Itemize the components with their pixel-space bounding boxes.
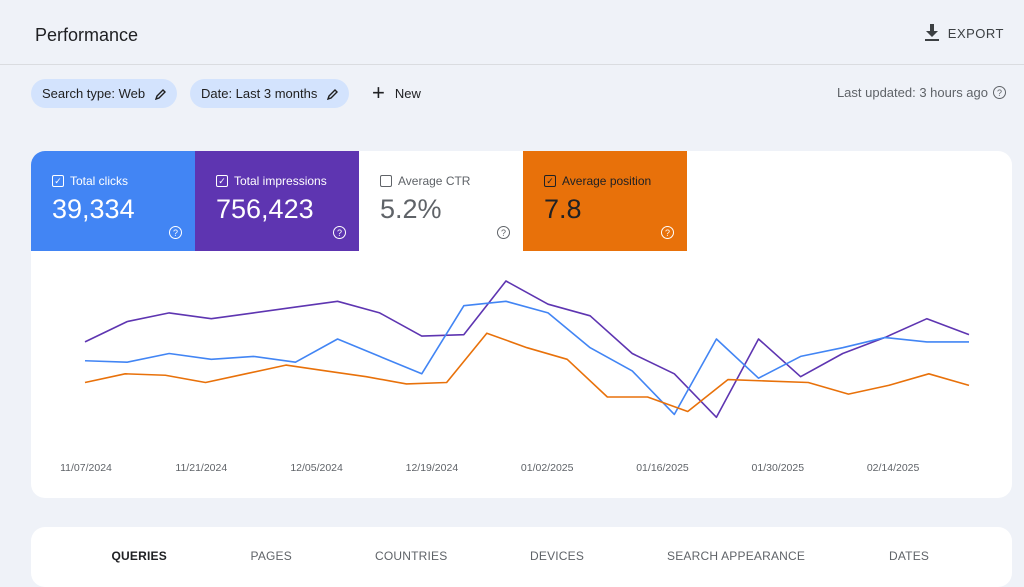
- tab-pages[interactable]: PAGES: [251, 549, 292, 563]
- edit-icon: [327, 88, 339, 100]
- checkbox-icon[interactable]: [380, 175, 392, 187]
- search-type-filter-chip[interactable]: Search type: Web: [31, 79, 177, 108]
- performance-line-chart: 11/07/2024 11/21/2024 12/05/2024 12/19/2024…: [31, 251, 1012, 498]
- metric-average-position[interactable]: ✓ Average position 7.8 ?: [523, 151, 687, 251]
- performance-card: ✓ Total clicks 39,334 ? ✓ Total impression…: [31, 151, 1012, 498]
- new-filter-button[interactable]: + New: [372, 84, 421, 102]
- search-type-filter-label: Search type: Web: [42, 86, 145, 101]
- edit-icon: [155, 88, 167, 100]
- download-icon: [924, 24, 940, 42]
- series-line-average-position: [85, 333, 969, 411]
- x-tick-label: 01/30/2025: [752, 462, 805, 474]
- help-icon[interactable]: ?: [169, 226, 182, 239]
- tab-queries[interactable]: QUERIES: [112, 549, 167, 563]
- x-tick-label: 01/16/2025: [636, 462, 689, 474]
- last-updated-text: Last updated: 3 hours ago: [837, 85, 988, 100]
- metric-label: Total impressions: [234, 174, 327, 188]
- export-button[interactable]: EXPORT: [924, 24, 1004, 42]
- date-filter-chip[interactable]: Date: Last 3 months: [190, 79, 349, 108]
- last-updated: Last updated: 3 hours ago ?: [837, 85, 1006, 100]
- x-tick-label: 02/14/2025: [867, 462, 920, 474]
- help-icon[interactable]: ?: [993, 86, 1006, 99]
- x-tick-label: 11/21/2024: [175, 462, 227, 474]
- metric-label: Average CTR: [398, 174, 470, 188]
- metric-value: 5.2%: [380, 194, 523, 225]
- tab-dates[interactable]: DATES: [889, 549, 929, 563]
- help-icon[interactable]: ?: [333, 226, 346, 239]
- tab-devices[interactable]: DEVICES: [530, 549, 584, 563]
- checkbox-icon[interactable]: ✓: [216, 175, 228, 187]
- x-tick-label: 12/05/2024: [290, 462, 343, 474]
- export-label: EXPORT: [948, 26, 1004, 41]
- tab-search-appearance[interactable]: SEARCH APPEARANCE: [667, 549, 805, 563]
- help-icon[interactable]: ?: [661, 226, 674, 239]
- date-filter-label: Date: Last 3 months: [201, 86, 317, 101]
- metric-value: 756,423: [216, 194, 359, 225]
- x-tick-label: 11/07/2024: [60, 462, 112, 474]
- checkbox-icon[interactable]: ✓: [52, 175, 64, 187]
- metric-label: Average position: [562, 174, 651, 188]
- metric-label: Total clicks: [70, 174, 128, 188]
- plus-icon: +: [372, 84, 385, 102]
- metric-total-impressions[interactable]: ✓ Total impressions 756,423 ?: [195, 151, 359, 251]
- metric-value: 7.8: [544, 194, 687, 225]
- page-title: Performance: [35, 25, 138, 46]
- help-icon[interactable]: ?: [497, 226, 510, 239]
- metric-value: 39,334: [52, 194, 195, 225]
- x-tick-label: 12/19/2024: [406, 462, 459, 474]
- report-tabs: QUERIES PAGES COUNTRIES DEVICES SEARCH APPEA…: [31, 527, 1012, 587]
- tab-countries[interactable]: COUNTRIES: [375, 549, 447, 563]
- new-filter-label: New: [395, 86, 421, 101]
- page-header: Performance EXPORT: [0, 0, 1024, 65]
- checkbox-icon[interactable]: ✓: [544, 175, 556, 187]
- x-tick-label: 01/02/2025: [521, 462, 574, 474]
- metric-average-ctr[interactable]: Average CTR 5.2% ?: [359, 151, 523, 251]
- metric-total-clicks[interactable]: ✓ Total clicks 39,334 ?: [31, 151, 195, 251]
